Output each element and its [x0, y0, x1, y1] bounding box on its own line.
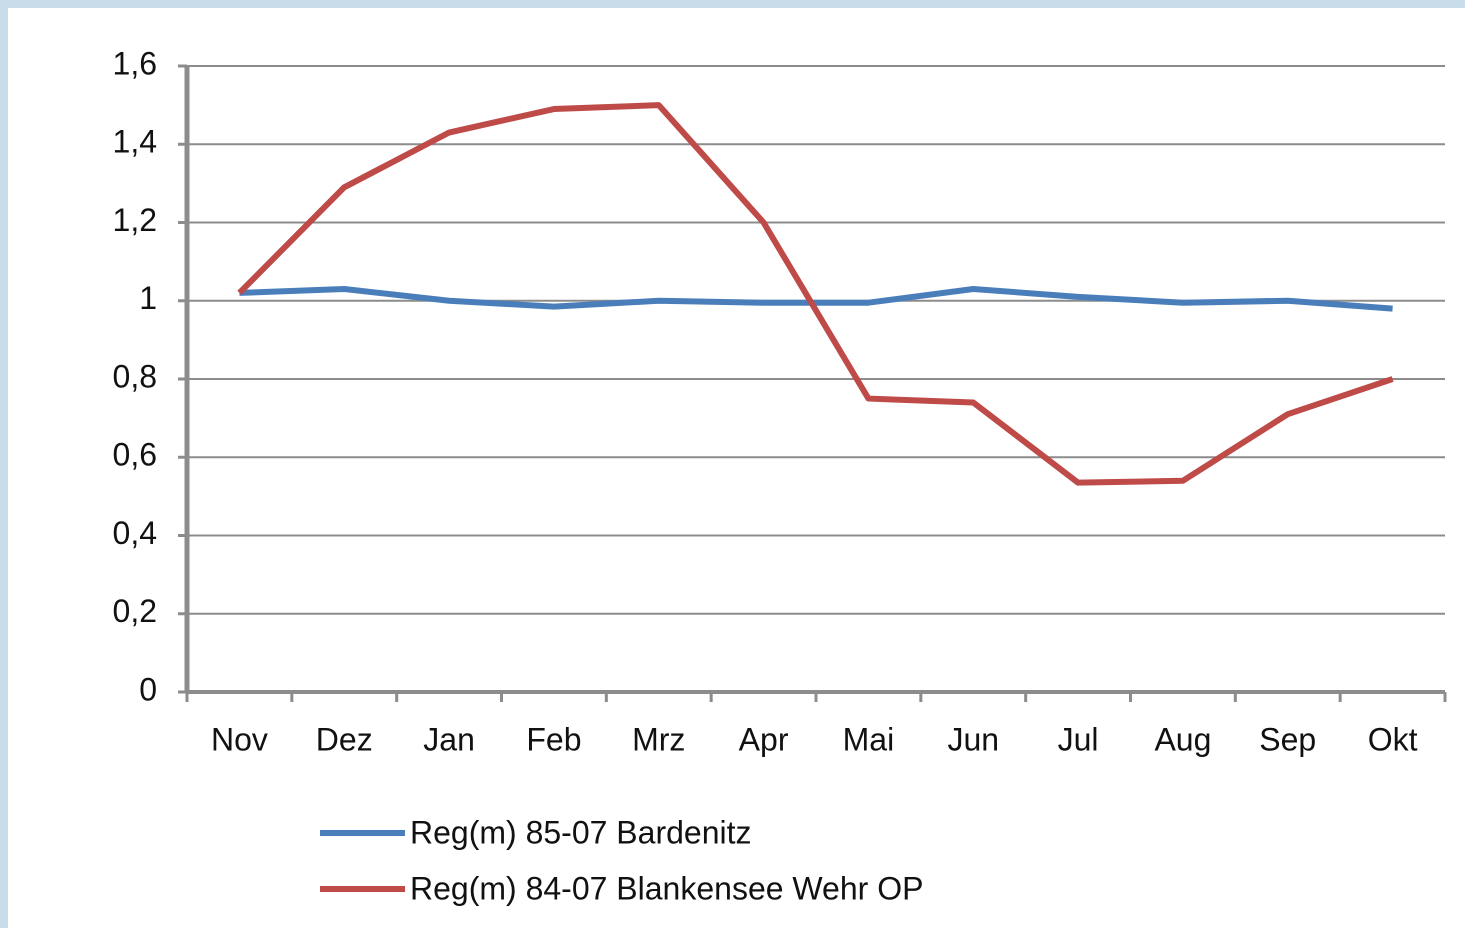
x-tick-label: Nov [211, 721, 268, 757]
y-tick-label: 0,4 [113, 515, 157, 551]
y-tick-label: 0,8 [113, 358, 157, 394]
series-line [237, 102, 1394, 486]
x-tick-label: Jul [1058, 721, 1099, 757]
y-tick-label: 0,6 [113, 437, 157, 473]
legend-label: Reg(m) 85-07 Bardenitz [410, 814, 751, 850]
x-tick-label: Dez [316, 721, 373, 757]
legend-label: Reg(m) 84-07 Blankensee Wehr OP [410, 870, 923, 906]
x-tick-label: Jan [423, 721, 475, 757]
x-tick-label: Jun [947, 721, 999, 757]
y-tick-label: 1,4 [113, 124, 157, 160]
x-tick-label: Sep [1259, 721, 1316, 757]
y-tick-label: 1 [139, 280, 157, 316]
x-tick-label: Feb [526, 721, 581, 757]
y-tick-label: 0,2 [113, 593, 157, 629]
y-tick-label: 0 [139, 671, 157, 707]
series-line [239, 286, 1393, 312]
y-tick-label: 1,2 [113, 202, 157, 238]
x-tick-label: Mai [843, 721, 895, 757]
x-tick-label: Mrz [632, 721, 685, 757]
panel [8, 8, 1465, 928]
x-tick-label: Apr [739, 721, 789, 757]
x-tick-label: Okt [1368, 721, 1418, 757]
x-tick-label: Aug [1154, 721, 1211, 757]
y-tick-label: 1,6 [113, 45, 157, 81]
